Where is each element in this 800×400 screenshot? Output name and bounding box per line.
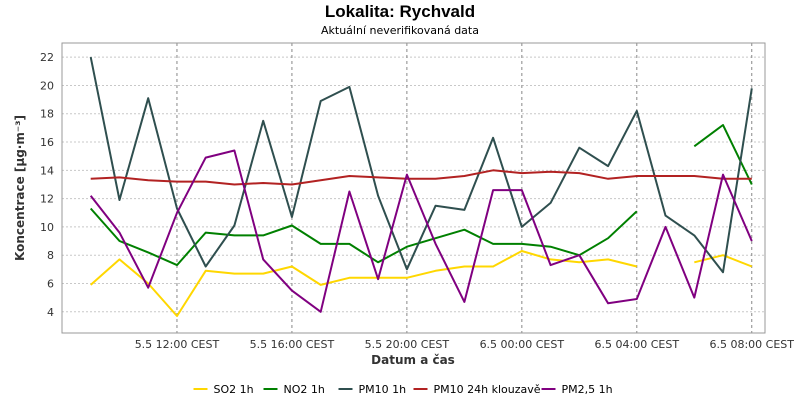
series-line [89,56,753,274]
legend-label: NO2 1h [284,383,325,396]
legend-item: PM10 24h klouzavě [413,383,541,396]
y-tick-label: 10 [40,221,54,234]
legend-item: PM2,5 1h [541,383,613,396]
x-tick-labels: 5.5 12:00 CEST 5.5 16:00 CEST 5.5 20:00 CE… [135,338,795,351]
y-tick-label: 22 [40,51,54,64]
series-line [90,250,638,317]
x-axis-label: Datum a čas [371,353,455,367]
legend-label: PM2,5 1h [562,383,613,396]
y-tick-label: 6 [47,277,54,290]
series-layer [89,56,753,317]
legend-item: SO2 1h [193,383,254,396]
y-tick-label: 4 [47,306,54,319]
legend-item: NO2 1h [263,383,325,396]
x-tick-label: 5.5 16:00 CEST [250,338,335,351]
chart-subtitle: Aktuální neverifikovaná data [321,24,479,37]
y-tick-label: 20 [40,79,54,92]
chart-title: Lokalita: Rychvald [324,2,476,21]
series-2 [89,56,753,274]
x-tick-label: 6.5 00:00 CEST [480,338,565,351]
series-line [693,124,753,185]
plot-frame [61,42,766,334]
y-tick-label: 8 [47,249,54,262]
x-tick-label: 5.5 12:00 CEST [135,338,220,351]
series-4 [89,149,753,313]
y-axis-label: Koncentrace [µg·m⁻³] [13,115,27,261]
y-tick-label: 14 [40,164,54,177]
series-line [90,169,752,186]
y-tick-label: 12 [40,193,54,206]
series-line [89,207,638,267]
y-tick-label: 16 [40,136,54,149]
series-1 [89,124,753,267]
grid-layer [62,43,765,333]
x-tick-label: 5.5 20:00 CEST [365,338,450,351]
series-line [89,149,753,313]
y-tick-labels: 4 6 8 10 12 14 16 18 20 22 [40,51,54,319]
x-tick-label: 6.5 04:00 CEST [595,338,680,351]
x-tick-label: 6.5 08:00 CEST [709,338,794,351]
legend: SO2 1h NO2 1h PM10 1h PM10 24h klouzavě PM2,… [193,383,613,396]
legend-label: PM10 1h [359,383,407,396]
legend-item: PM10 1h [338,383,407,396]
legend-label: PM10 24h klouzavě [434,383,541,396]
y-tick-label: 18 [40,108,54,121]
legend-label: SO2 1h [214,383,254,396]
series-3 [90,169,752,186]
